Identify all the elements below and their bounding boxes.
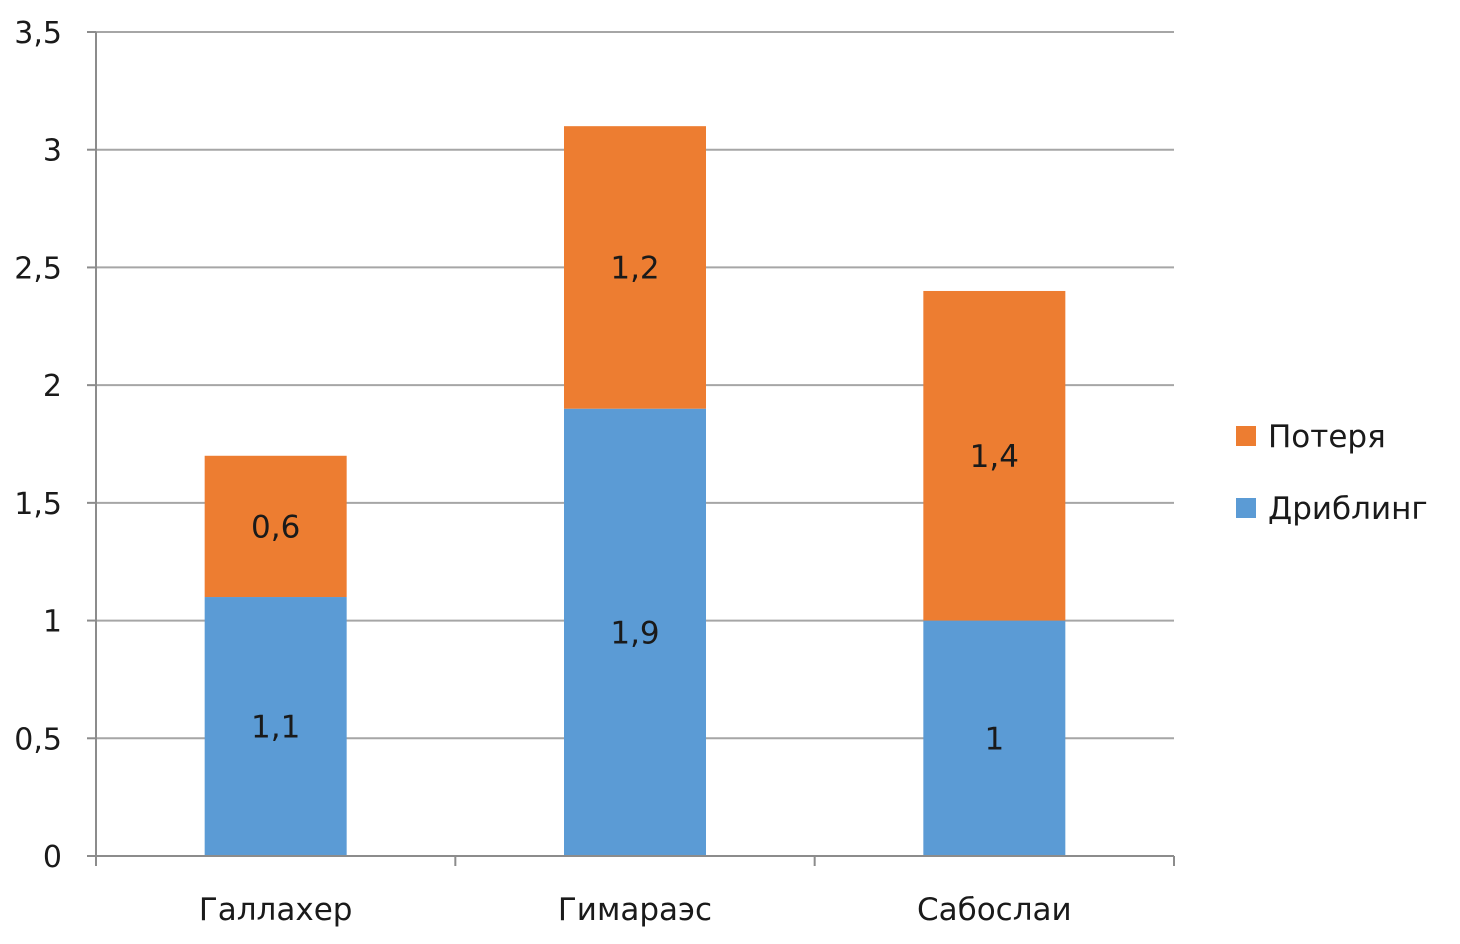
y-tick-label: 0,5 bbox=[14, 722, 62, 757]
data-labels: 1,1 0,6 1,9 1,2 1 1,4 bbox=[251, 250, 1019, 757]
data-label: 1,4 bbox=[970, 439, 1019, 475]
data-label: 1,1 bbox=[251, 710, 300, 746]
x-category-label: Гимараэс bbox=[558, 892, 712, 928]
bars bbox=[204, 126, 1066, 856]
y-tick-label: 3 bbox=[43, 134, 62, 169]
y-tick-label: 2 bbox=[43, 369, 62, 404]
y-tick-label: 3,5 bbox=[14, 16, 62, 51]
y-tick-label: 0 bbox=[43, 840, 62, 875]
bar-segment bbox=[204, 455, 347, 598]
legend-label: Потеря bbox=[1268, 419, 1386, 455]
data-label: 1,9 bbox=[610, 615, 659, 651]
bar-segment bbox=[564, 126, 706, 409]
axes: 0 0,5 1 1,5 2 2,5 3 3,5 Галлахер Гимараэс Сабослаи bbox=[14, 16, 1175, 928]
data-label: 1 bbox=[984, 721, 1004, 757]
bar-segment bbox=[204, 597, 347, 856]
y-tick-label: 2,5 bbox=[14, 251, 62, 286]
y-tick-label: 1,5 bbox=[14, 487, 62, 522]
x-category-label: Галлахер bbox=[199, 892, 353, 928]
legend-swatch bbox=[1236, 498, 1256, 518]
data-label: 0,6 bbox=[251, 509, 300, 545]
legend: Потеря Дриблинг bbox=[1236, 419, 1428, 527]
bar-segment bbox=[923, 290, 1066, 621]
legend-label: Дриблинг bbox=[1268, 491, 1428, 527]
legend-swatch bbox=[1236, 426, 1256, 446]
data-label: 1,2 bbox=[610, 250, 659, 286]
x-category-label: Сабослаи bbox=[917, 892, 1072, 928]
bar-segment bbox=[923, 620, 1066, 856]
y-tick-label: 1 bbox=[43, 605, 62, 640]
bar-segment bbox=[564, 408, 706, 856]
